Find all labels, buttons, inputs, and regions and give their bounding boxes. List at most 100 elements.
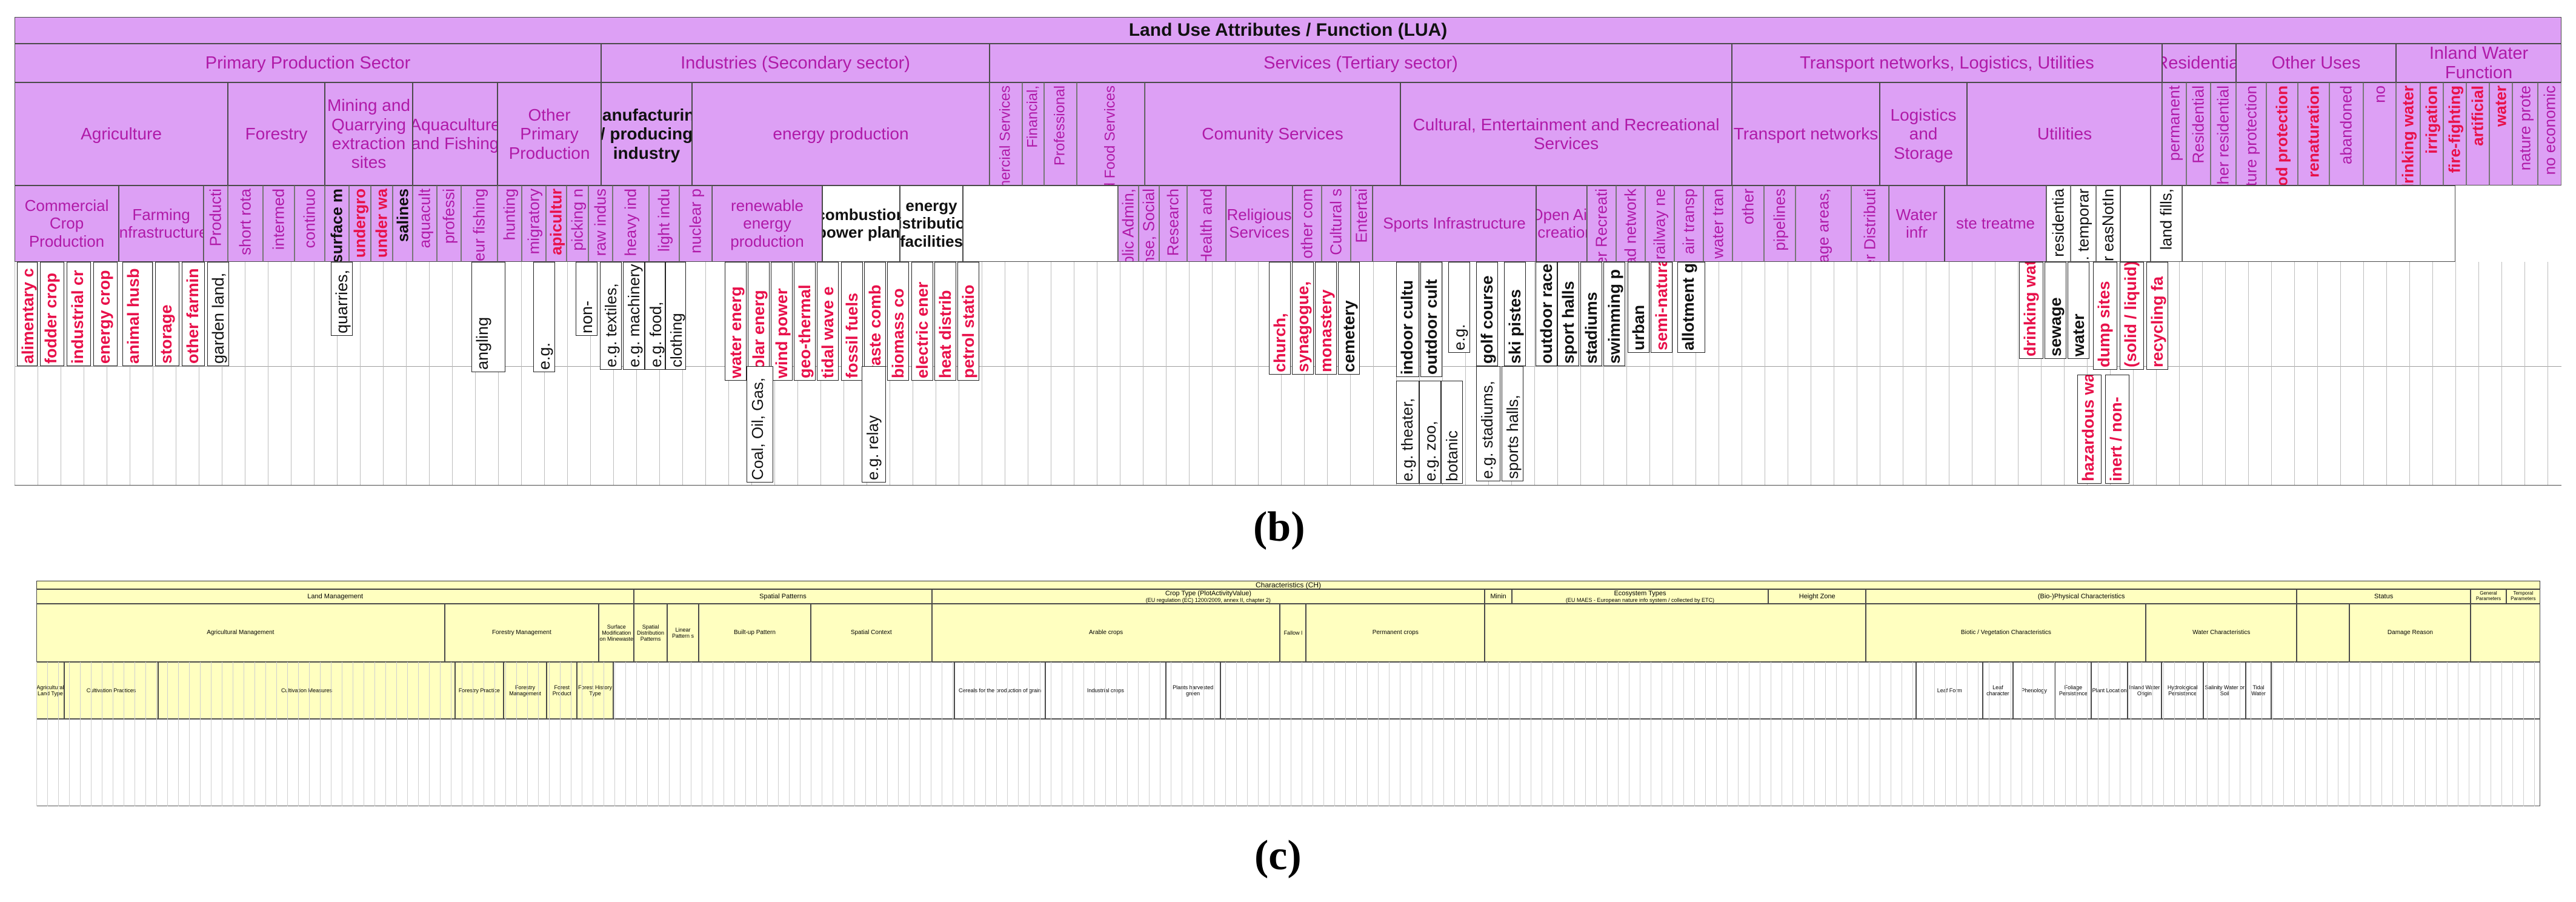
ch-sub-fallow: Fallow l <box>1280 604 1306 662</box>
grid-line <box>1978 662 1979 806</box>
sub-light-industry: light indu <box>649 185 679 262</box>
grid-line <box>898 662 899 806</box>
ch-group-land-management: Land Management <box>36 589 634 604</box>
val-heat: heat distrib <box>934 262 956 381</box>
ch-detail-forest-history: Forest History Type <box>577 662 613 719</box>
val-food: e.g. food, <box>645 262 665 370</box>
sub-pipelines: pipelines <box>1764 185 1796 262</box>
cat-irrigation: irrigation <box>2420 82 2443 185</box>
sub-combustion: combustion power plant <box>822 185 900 262</box>
sub-commercial-crop: Commercial Crop Production <box>15 185 119 262</box>
val-semi-natural: semi-natural <box>1651 262 1672 353</box>
val-waste-combustion: waste comb <box>864 262 886 381</box>
grid-line <box>58 662 59 806</box>
grid-line <box>2087 662 2088 806</box>
grid-line <box>854 662 855 806</box>
grid-line <box>2065 662 2066 806</box>
val-storage: storage <box>155 262 179 366</box>
grid-line <box>2425 662 2426 806</box>
grid-line <box>625 662 626 806</box>
ch-detail-cultivation-measures: Cultivation Measures <box>158 662 455 719</box>
grid-line <box>2185 662 2186 806</box>
cat-other-primary: Other Primary Production <box>498 82 601 185</box>
val-relay: e.g. relay <box>862 366 886 483</box>
grid-line <box>527 662 528 806</box>
grid-line <box>475 262 476 485</box>
val-botanic: botanic <box>1441 381 1463 484</box>
grid-line <box>1603 262 1604 485</box>
grid-line <box>756 662 757 806</box>
val-allotment: allotment garden <box>1677 262 1705 353</box>
grid-line <box>1083 662 1084 806</box>
val-cemetery: cemetery <box>1338 262 1360 375</box>
ch-detail-blank1 <box>613 662 955 719</box>
grid-line <box>1912 662 1913 806</box>
grid-line <box>418 662 419 806</box>
sub-other-blank2 <box>2182 185 2455 262</box>
grid-line <box>2018 262 2019 485</box>
grid-line <box>1105 662 1106 806</box>
sub-hunting: hunting <box>498 185 522 262</box>
grid-line <box>2501 262 2502 485</box>
sub-short-rota: short rota <box>228 185 263 262</box>
grid-line <box>1419 262 1420 485</box>
val-alimentary: alimentary c <box>17 262 38 366</box>
grid-line <box>2043 662 2044 806</box>
grid-line <box>1214 662 1215 806</box>
val-sport-halls: sport halls <box>1557 262 1579 366</box>
ch-sub-arable: Arable crops <box>931 604 1280 662</box>
val-angling: angling <box>471 262 505 372</box>
cat-mining: Mining and Quarrying extraction sites <box>325 82 413 185</box>
cat-commercial-services: Commercial Services <box>990 82 1022 185</box>
grid-line <box>705 262 706 485</box>
ch-group-ecosystem: Ecosystem Types (EU MAES - European natu… <box>1511 589 1769 604</box>
sub-surface-mining: surface m <box>325 185 349 262</box>
grid-line <box>1356 662 1357 806</box>
grid-line <box>2054 662 2055 806</box>
sub-professional-fishing: professi <box>437 185 461 262</box>
grid-line <box>2432 262 2433 485</box>
val-drinking-water: drinking water <box>2019 262 2043 359</box>
sub-power-distribution: Power Distributi <box>1851 185 1889 262</box>
val-zoo: e.g. zoo, <box>1419 381 1441 484</box>
sub-water-infra: Water infr <box>1889 185 1945 262</box>
ch-group-height-zone: Height Zone <box>1768 589 1866 604</box>
val-golf: golf course <box>1476 262 1498 366</box>
grid-line <box>1563 662 1564 806</box>
cat-manufacturing: Manufacturing / producing industry <box>601 82 692 185</box>
ch-sub-damage: Damage Reason <box>2349 604 2471 662</box>
ch-detail-forestry-management: Forestry Management <box>503 662 547 719</box>
val-hazardous: hazardous waste <box>2077 375 2102 484</box>
sub-other-blank1 <box>2120 185 2151 262</box>
sub-cultural-s: Cultural s <box>1322 185 1351 262</box>
cat-no-economic: no economic <box>2538 82 2561 185</box>
grid-line <box>2041 262 2042 485</box>
grid-line <box>383 262 384 485</box>
grid-line <box>560 662 561 806</box>
val-tidal: tidal wave e <box>817 262 839 381</box>
grid-line <box>1626 262 1627 485</box>
grid-line <box>985 662 986 806</box>
grid-line <box>996 662 997 806</box>
val-coal: Coal, Oil, Gas, <box>747 366 773 483</box>
val-outdoor: outdoor cult <box>1420 262 1442 377</box>
sector-other: Other Uses <box>2236 44 2396 82</box>
val-monastery: monastery <box>1315 262 1337 375</box>
grid-line <box>1007 662 1008 806</box>
grid-line <box>2414 662 2415 806</box>
grid-line <box>658 662 659 806</box>
val-geothermal: geo-thermal <box>794 262 816 381</box>
grid-line <box>200 662 201 806</box>
ch-group-ecosystem-label: Ecosystem Types <box>1614 589 1666 597</box>
grid-line <box>2087 262 2088 485</box>
cat-artificial: artificial <box>2466 82 2489 185</box>
characteristics-table: Characteristics (CH) Land Management Spa… <box>36 581 2541 806</box>
grid-line <box>2294 262 2295 485</box>
sector-primary: Primary Production Sector <box>15 44 601 82</box>
sub-water-transport: water tran <box>1703 185 1732 262</box>
ch-sub-forestry-mgmt: Forestry Management <box>444 604 599 662</box>
cat-financial: Financial, <box>1022 82 1044 185</box>
grid-line <box>2409 262 2410 485</box>
sub-storage: storage areas, <box>1796 185 1851 262</box>
cat-aquaculture: Aquaculture and Fishing <box>413 82 498 185</box>
